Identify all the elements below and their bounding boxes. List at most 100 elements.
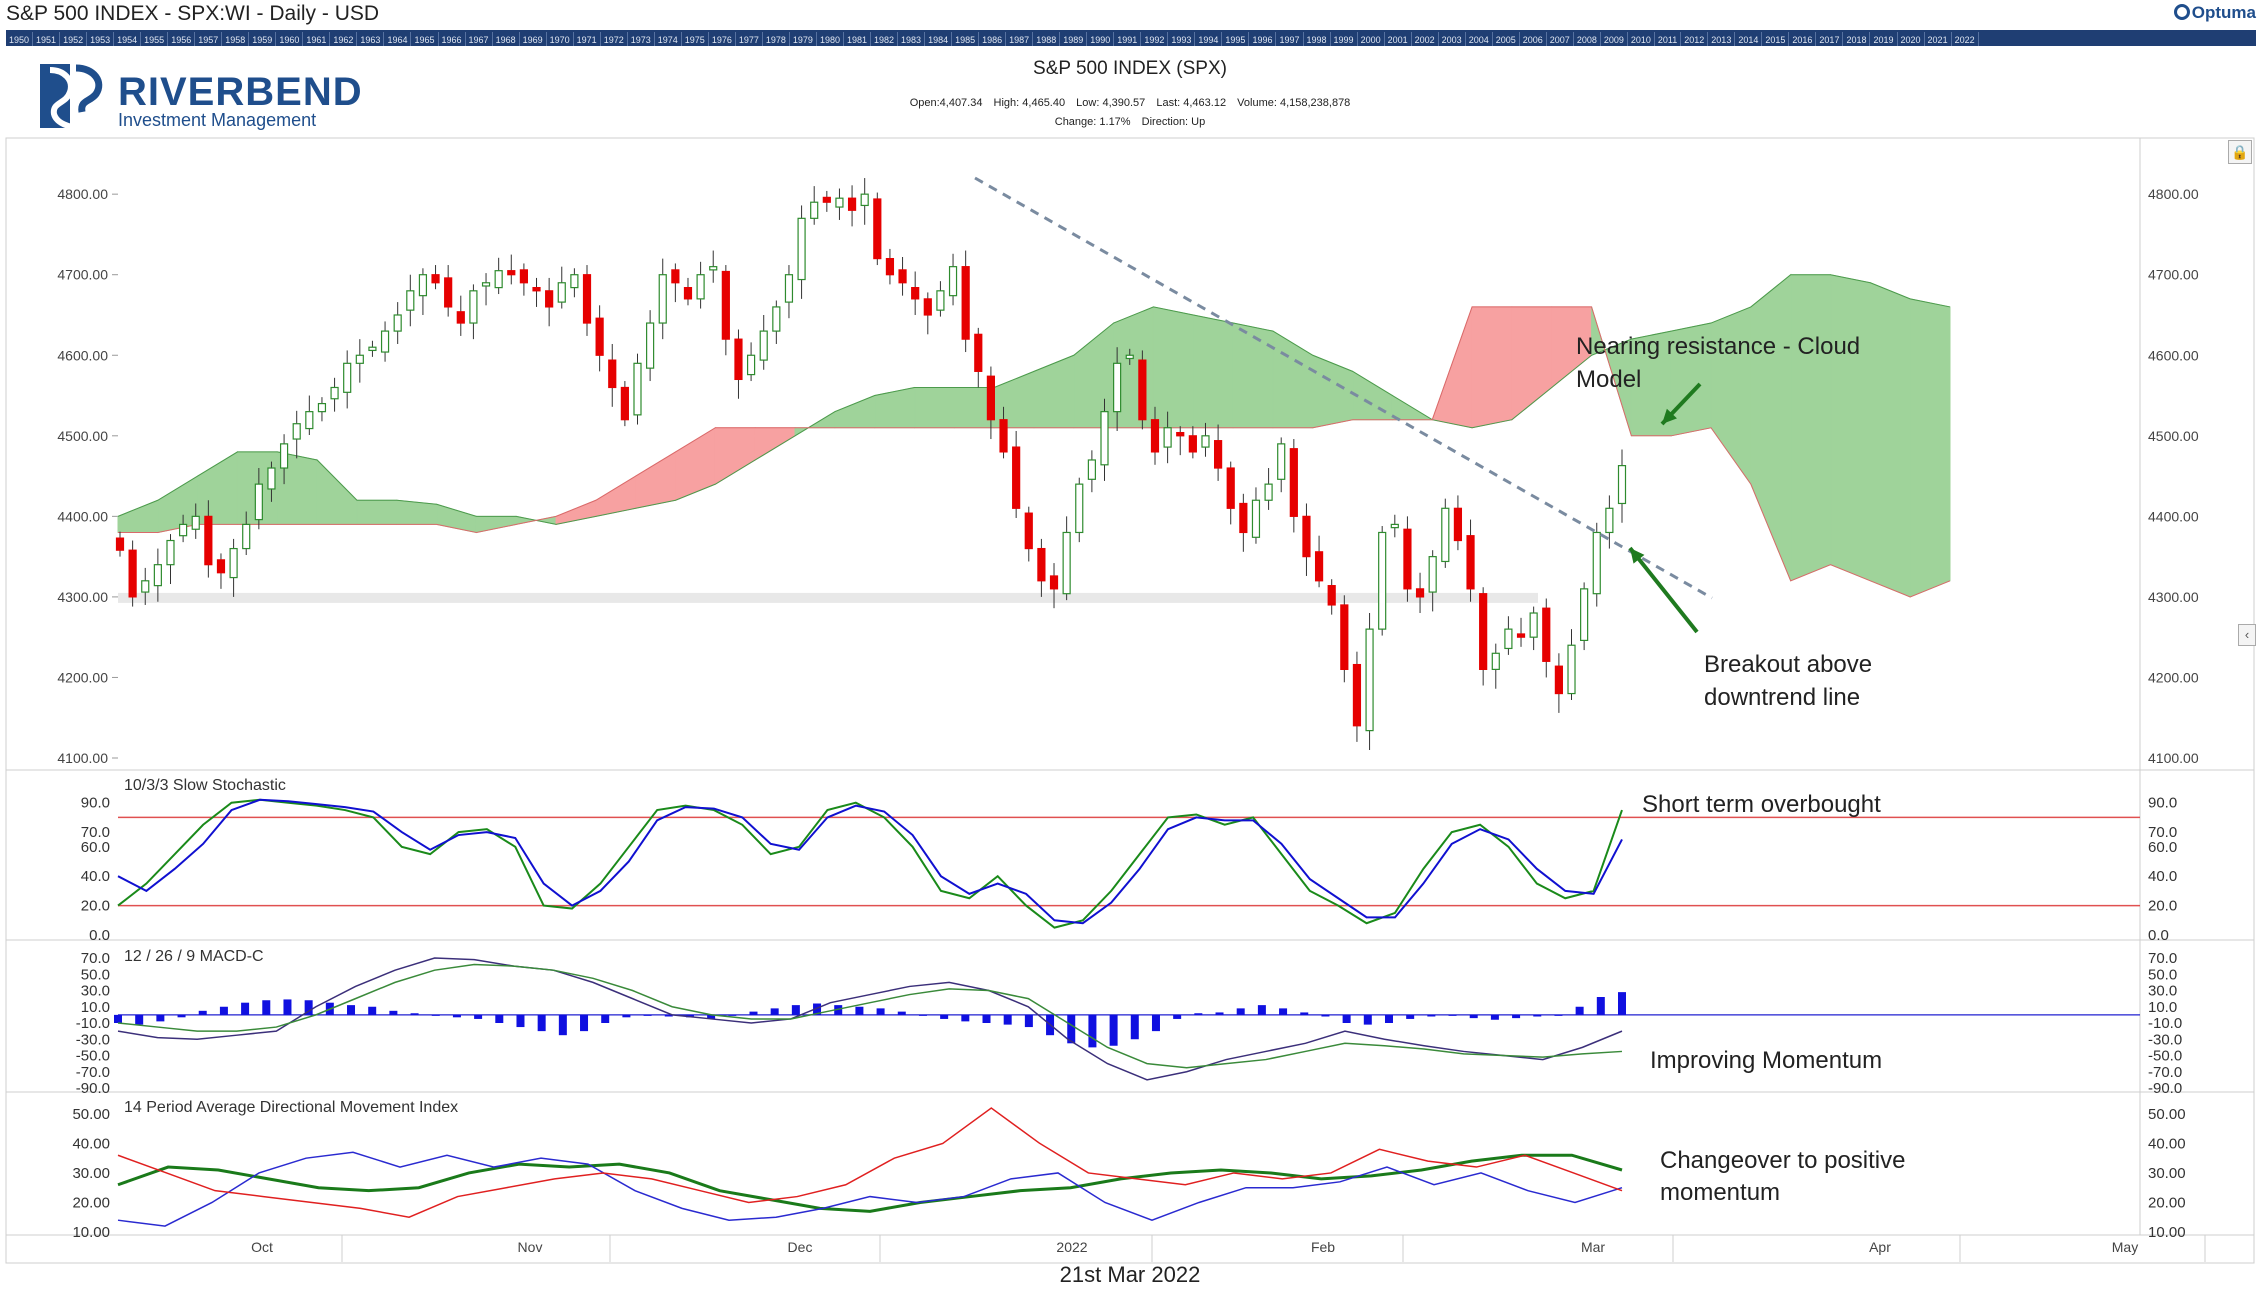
year-link[interactable]: 1996 xyxy=(1249,32,1277,46)
year-link[interactable]: 1976 xyxy=(709,32,736,46)
year-link[interactable]: 2003 xyxy=(1439,32,1466,46)
year-link[interactable]: 2007 xyxy=(1547,32,1574,46)
collapse-panel-icon[interactable]: ‹ xyxy=(2238,624,2256,646)
year-link[interactable]: 1993 xyxy=(1168,32,1196,46)
year-link[interactable]: 2013 xyxy=(1708,32,1736,46)
cloud-bullish-segment xyxy=(1830,274,1871,582)
year-link[interactable]: 2019 xyxy=(1870,32,1898,46)
year-link[interactable]: 1982 xyxy=(871,32,899,46)
year-link[interactable]: 2010 xyxy=(1628,32,1655,46)
downtrend-line xyxy=(974,176,1713,600)
cloud-bullish-segment xyxy=(356,499,398,525)
year-link[interactable]: 1955 xyxy=(141,32,169,46)
year-link[interactable]: 2005 xyxy=(1493,32,1520,46)
year-link[interactable]: 2006 xyxy=(1520,32,1547,46)
year-link[interactable]: 2018 xyxy=(1843,32,1871,46)
price-axis-label-left: 4400.00 xyxy=(57,508,108,524)
year-link[interactable]: 1999 xyxy=(1331,32,1358,46)
year-link[interactable]: 1995 xyxy=(1222,32,1250,46)
year-link[interactable]: 1962 xyxy=(330,32,358,46)
year-link[interactable]: 1981 xyxy=(844,32,871,46)
year-link[interactable]: 1992 xyxy=(1141,32,1169,46)
candle-up xyxy=(292,423,301,440)
year-link[interactable]: 1979 xyxy=(790,32,817,46)
title-bar: S&P 500 INDEX - SPX:WI - Daily - USD Opt… xyxy=(0,0,2260,30)
candle-down xyxy=(1314,551,1324,582)
price-axis-label-left: 4300.00 xyxy=(57,589,108,605)
year-link[interactable]: 1951 xyxy=(33,32,61,46)
candle-down xyxy=(1214,440,1223,469)
year-link[interactable]: 1971 xyxy=(574,32,601,46)
year-link[interactable]: 1974 xyxy=(655,32,682,46)
year-link[interactable]: 1952 xyxy=(60,32,88,46)
year-link[interactable]: 2020 xyxy=(1898,32,1925,46)
year-link[interactable]: 2008 xyxy=(1574,32,1601,46)
lock-icon[interactable]: 🔒 xyxy=(2228,140,2252,164)
year-link[interactable]: 1985 xyxy=(952,32,980,46)
year-link[interactable]: 1958 xyxy=(222,32,250,46)
year-link[interactable]: 1961 xyxy=(303,32,331,46)
adx-axis-label-left: 50.00 xyxy=(72,1106,110,1123)
year-link[interactable]: 2004 xyxy=(1466,32,1493,46)
year-link[interactable]: 1973 xyxy=(628,32,655,46)
year-link[interactable]: 2017 xyxy=(1816,32,1844,46)
macd-histogram-bar xyxy=(558,1014,567,1036)
year-link[interactable]: 1957 xyxy=(195,32,223,46)
candle-up xyxy=(1491,652,1500,670)
year-link[interactable]: 1968 xyxy=(493,32,520,46)
candle-down xyxy=(1176,431,1185,437)
year-link[interactable]: 1969 xyxy=(520,32,547,46)
stochastic-axis-label-left: 60.0 xyxy=(81,839,110,856)
x-axis-label: Dec xyxy=(788,1239,813,1255)
macd-histogram-bar xyxy=(813,1003,822,1015)
year-link[interactable]: 1960 xyxy=(276,32,304,46)
year-link[interactable]: 2015 xyxy=(1762,32,1790,46)
year-link[interactable]: 2009 xyxy=(1601,32,1628,46)
annotation-breakout-line1: Breakout above xyxy=(1704,651,1872,678)
year-link[interactable]: 1966 xyxy=(439,32,466,46)
year-link[interactable]: 1986 xyxy=(979,32,1007,46)
year-link[interactable]: 1994 xyxy=(1195,32,1223,46)
year-link[interactable]: 1998 xyxy=(1304,32,1331,46)
year-link[interactable]: 1967 xyxy=(466,32,493,46)
year-link[interactable]: 1980 xyxy=(817,32,844,46)
year-link[interactable]: 2014 xyxy=(1735,32,1763,46)
year-link[interactable]: 1977 xyxy=(736,32,763,46)
year-link[interactable]: 1987 xyxy=(1006,32,1034,46)
year-link[interactable]: 1975 xyxy=(682,32,709,46)
year-link[interactable]: 1983 xyxy=(898,32,926,46)
low-value: Low: 4,390.57 xyxy=(1076,97,1146,109)
year-link[interactable]: 1997 xyxy=(1276,32,1304,46)
year-link[interactable]: 1991 xyxy=(1114,32,1142,46)
year-link[interactable]: 1963 xyxy=(357,32,385,46)
year-link[interactable]: 2001 xyxy=(1385,32,1412,46)
year-link[interactable]: 1984 xyxy=(925,32,953,46)
year-link[interactable]: 1972 xyxy=(601,32,628,46)
candle-up xyxy=(1201,435,1210,448)
year-link[interactable]: 1988 xyxy=(1033,32,1061,46)
year-link[interactable]: 1965 xyxy=(411,32,439,46)
year-link[interactable]: 1990 xyxy=(1087,32,1115,46)
year-link[interactable]: 2012 xyxy=(1681,32,1709,46)
year-link[interactable]: 2011 xyxy=(1655,32,1682,46)
year-link[interactable]: 1989 xyxy=(1060,32,1088,46)
candle-up xyxy=(1264,483,1273,501)
year-link[interactable]: 1964 xyxy=(384,32,412,46)
year-link[interactable]: 2021 xyxy=(1925,32,1952,46)
year-link[interactable]: 1954 xyxy=(114,32,142,46)
candle-up xyxy=(1441,507,1450,563)
year-link[interactable]: 2016 xyxy=(1789,32,1817,46)
candle-up xyxy=(305,411,314,430)
year-navigation-bar[interactable]: 1950 1951 1952 1953 1954 1955 1956 1957 1958 1959… xyxy=(6,30,2256,46)
year-link[interactable]: 1950 xyxy=(6,32,34,46)
year-link[interactable]: 1959 xyxy=(249,32,277,46)
year-link[interactable]: 1953 xyxy=(87,32,115,46)
year-link[interactable]: 1956 xyxy=(168,32,196,46)
year-link[interactable]: 2000 xyxy=(1358,32,1385,46)
candle-up xyxy=(1163,427,1172,448)
year-link[interactable]: 2002 xyxy=(1412,32,1439,46)
year-link[interactable]: 1970 xyxy=(547,32,574,46)
year-link[interactable]: 2022 xyxy=(1952,32,1979,46)
year-link[interactable]: 1978 xyxy=(763,32,790,46)
